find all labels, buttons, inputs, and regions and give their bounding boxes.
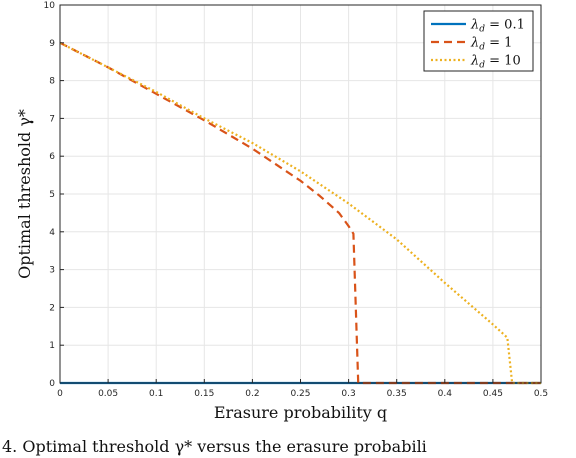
legend-label-3: λd = 10	[470, 54, 521, 71]
y-tick-label: 1	[49, 341, 55, 351]
legend-symbol: λ	[470, 54, 479, 69]
legend-value: = 10	[485, 54, 521, 69]
legend-subscript: d	[479, 25, 485, 35]
legend-symbol: λ	[470, 36, 479, 51]
x-tick-label: 0.4	[438, 389, 453, 399]
legend-label-1: λd = 0.1	[470, 18, 525, 35]
legend: λd = 0.1λd = 1λd = 10	[423, 10, 534, 72]
x-tick-label: 0.5	[534, 389, 548, 399]
y-tick-label: 8	[49, 77, 55, 87]
axis-ticks: 0 0.05 0.1 0.15 0.2 0.25 0.3 0.35 0.4 0.45 0.5 0 1 2 3…	[44, 1, 549, 399]
legend-value: = 1	[485, 36, 512, 51]
x-tick-label: 0.15	[194, 389, 214, 399]
y-axis-label: Optimal threshold γ*	[15, 109, 34, 279]
x-tick-label: 0.25	[290, 389, 310, 399]
legend-label-2: λd = 1	[470, 36, 512, 53]
legend-subscript: d	[479, 61, 485, 71]
y-tick-label: 0	[49, 379, 55, 389]
x-tick-label: 0.45	[483, 389, 503, 399]
legend-value: = 0.1	[485, 18, 525, 33]
figure-caption: 4. Optimal threshold γ* versus the erasu…	[2, 437, 427, 456]
y-tick-label: 10	[44, 1, 56, 11]
x-tick-label: 0.1	[149, 389, 163, 399]
x-tick-label: 0.35	[387, 389, 407, 399]
series-line-3	[59, 41, 541, 385]
legend-symbol: λ	[470, 18, 479, 33]
y-tick-label: 3	[49, 266, 55, 276]
x-tick-label: 0.3	[341, 389, 355, 399]
x-axis-label: Erasure probability q	[214, 403, 387, 422]
x-tick-label: 0.05	[98, 389, 118, 399]
legend-box	[423, 10, 534, 72]
x-tick-label: 0	[57, 389, 63, 399]
y-tick-label: 5	[49, 190, 55, 200]
y-tick-label: 7	[49, 114, 55, 124]
y-tick-label: 2	[49, 303, 55, 313]
legend-subscript: d	[479, 43, 485, 53]
y-tick-label: 4	[49, 228, 55, 238]
y-tick-label: 9	[49, 39, 55, 49]
y-tick-label: 6	[49, 152, 55, 162]
x-tick-label: 0.2	[245, 389, 259, 399]
